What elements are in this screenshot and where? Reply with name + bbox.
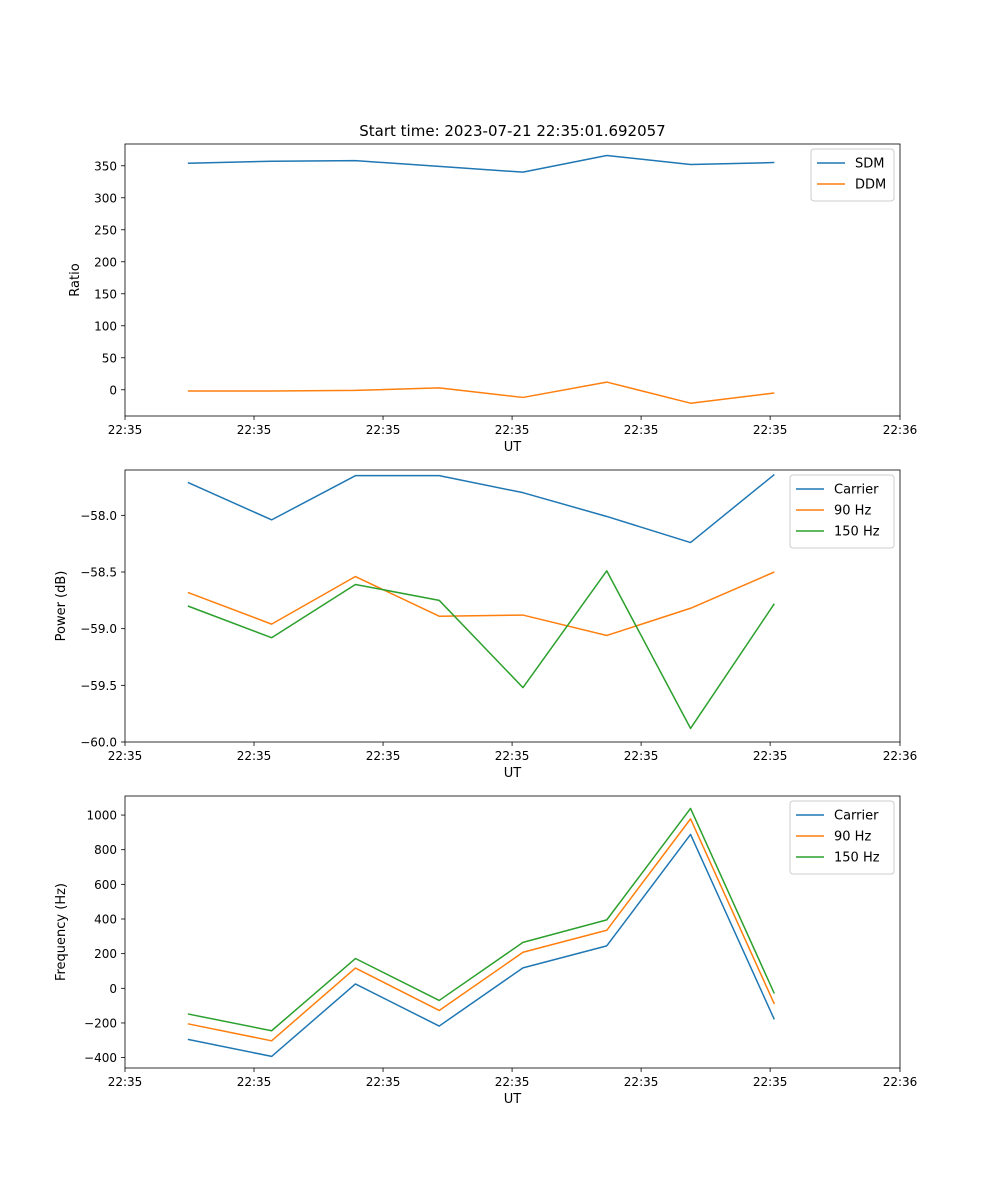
legend: SDM DDM — [810, 148, 895, 202]
x-tick-label: 22:35 — [108, 749, 143, 763]
y-tick-label: 0 — [109, 982, 117, 996]
chart-panel-2: 22:35 22:35 22:35 22:35 22:35 22:35 22:36 −60.0… — [54, 469, 918, 781]
y-tick-label: −59.5 — [80, 679, 117, 693]
x-tick-label: 22:35 — [495, 1075, 530, 1089]
x-tick-label: 22:35 — [237, 1075, 272, 1089]
y-tick-label: 50 — [102, 351, 117, 365]
legend-box — [789, 474, 895, 549]
y-tick-label: −59.0 — [80, 622, 117, 636]
axes-frame — [124, 143, 901, 417]
x-tick-label: 22:35 — [366, 423, 401, 437]
x-tick-label: 22:35 — [108, 1075, 143, 1089]
y-tick-label: −60.0 — [80, 736, 117, 750]
y-axis-label: Ratio — [68, 263, 83, 296]
legend-label: 150 Hz — [834, 851, 880, 866]
x-tick-label: 22:35 — [366, 749, 401, 763]
x-tick-label: 22:35 — [495, 423, 530, 437]
legend-label: 90 Hz — [834, 830, 871, 845]
series-line-90-hz — [187, 818, 776, 1042]
series-line-90-hz — [187, 571, 775, 637]
legend-label: 90 Hz — [834, 504, 871, 519]
chart-panel-3: 22:35 22:35 22:35 22:35 22:35 22:35 22:36 −400 −… — [54, 795, 918, 1107]
x-axis-label: UT — [504, 766, 522, 781]
y-tick-label: 400 — [94, 913, 117, 927]
series-line-150-hz — [187, 570, 775, 730]
x-tick-label: 22:35 — [108, 423, 143, 437]
y-tick-label: −58.0 — [80, 509, 117, 523]
y-axis-label: Power (dB) — [54, 571, 69, 642]
x-tick-label: 22:35 — [495, 749, 530, 763]
y-tick-label: 200 — [94, 947, 117, 961]
x-tick-label: 22:35 — [366, 1075, 401, 1089]
legend: Carrier 90 Hz 150 Hz — [789, 800, 895, 875]
y-tick-label: 300 — [94, 191, 117, 205]
x-tick-label: 22:35 — [753, 423, 788, 437]
legend: Carrier 90 Hz 150 Hz — [789, 474, 895, 549]
axes-frame — [124, 795, 901, 1069]
x-axis-label: UT — [504, 440, 522, 455]
legend-box — [789, 800, 895, 875]
legend-label: SDM — [855, 157, 884, 172]
chart-panel-1: 22:35 22:35 22:35 22:35 22:35 22:35 22:36 0 50 10… — [68, 143, 918, 455]
y-tick-label: 0 — [109, 383, 117, 397]
y-tick-label: −200 — [84, 1016, 117, 1030]
x-tick-label: 22:36 — [883, 1075, 918, 1089]
x-tick-label: 22:35 — [753, 1075, 788, 1089]
series-line-carrier — [187, 473, 775, 544]
y-tick-label: 250 — [94, 223, 117, 237]
x-tick-label: 22:36 — [883, 423, 918, 437]
y-tick-label: 1000 — [86, 809, 117, 823]
legend-box — [810, 148, 895, 202]
legend-label: Carrier — [834, 483, 879, 498]
y-tick-label: 600 — [94, 878, 117, 892]
x-tick-label: 22:35 — [237, 423, 272, 437]
y-tick-label: 200 — [94, 255, 117, 269]
x-tick-label: 22:35 — [624, 423, 659, 437]
y-tick-label: 150 — [94, 287, 117, 301]
series-line-sdm — [187, 154, 775, 173]
legend-label: Carrier — [834, 809, 879, 824]
x-tick-label: 22:35 — [237, 749, 272, 763]
x-tick-label: 22:35 — [624, 1075, 659, 1089]
series-line-150-hz — [187, 807, 776, 1032]
y-axis-label: Frequency (Hz) — [54, 883, 69, 981]
series-line-carrier — [187, 833, 776, 1058]
x-tick-label: 22:36 — [883, 749, 918, 763]
x-axis-label: UT — [504, 1092, 522, 1107]
y-tick-label: 350 — [94, 159, 117, 173]
figure-title: Start time: 2023-07-21 22:35:01.692057 — [359, 122, 665, 140]
y-tick-label: −400 — [84, 1051, 117, 1065]
y-tick-label: 100 — [94, 319, 117, 333]
legend-label: 150 Hz — [834, 525, 880, 540]
y-tick-label: 800 — [94, 843, 117, 857]
y-tick-label: −58.5 — [80, 566, 117, 580]
series-line-ddm — [187, 381, 775, 404]
x-tick-label: 22:35 — [753, 749, 788, 763]
axes-frame — [124, 469, 901, 743]
legend-label: DDM — [855, 178, 886, 193]
x-tick-label: 22:35 — [624, 749, 659, 763]
